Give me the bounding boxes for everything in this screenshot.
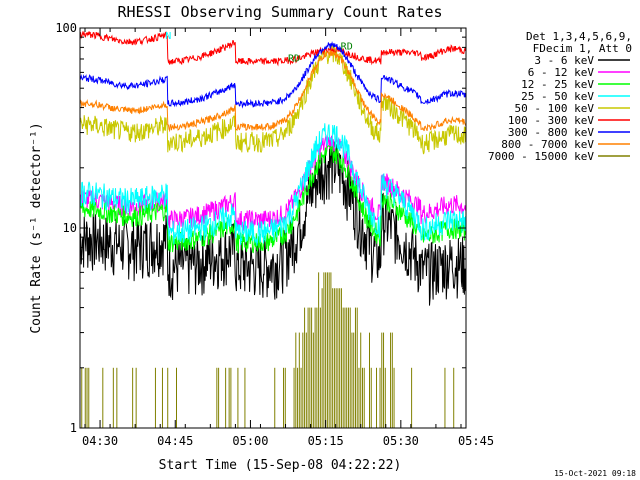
timestamp: 15-Oct-2021 09:18 [554, 469, 636, 478]
plot-area: N RD RD [79, 31, 467, 428]
series-12-25-kev [79, 144, 467, 254]
series-line [79, 139, 467, 306]
y-tick-label: 1 [70, 421, 77, 435]
annotation-label: RD [288, 53, 300, 64]
legend-label: 800 - 7000 keV [501, 138, 594, 151]
legend-label: 6 - 12 keV [528, 66, 595, 79]
series-line [79, 43, 467, 155]
series-7000-15000-kev [81, 272, 455, 428]
x-tick-label: 04:45 [157, 434, 193, 448]
legend-label: 7000 - 15000 keV [488, 150, 594, 163]
series-50-100-kev [79, 43, 467, 155]
x-axis: 04:30 04:45 05:00 05:15 05:30 05:45 [82, 28, 494, 448]
series-800-7000-kev [79, 50, 467, 133]
legend-label: 25 - 50 keV [521, 90, 594, 103]
legend-label: 300 - 800 keV [508, 126, 594, 139]
annotation-label: RD [341, 42, 353, 53]
x-tick-label: 05:30 [383, 434, 419, 448]
y-axis-label: Count Rate (s⁻¹ detector⁻¹) [29, 122, 44, 333]
y-tick-label: 10 [63, 221, 77, 235]
series-line [79, 31, 467, 67]
series-line [79, 40, 467, 109]
annotation-label: N [165, 31, 171, 42]
x-tick-label: 05:00 [232, 434, 268, 448]
legend-header: Det 1,3,4,5,6,9, [526, 30, 632, 43]
y-axis: 1 10 100 [55, 21, 466, 435]
legend-label: 100 - 300 keV [508, 114, 594, 127]
x-tick-label: 05:45 [458, 434, 494, 448]
x-tick-label: 05:15 [308, 434, 344, 448]
x-tick-label: 04:30 [82, 434, 118, 448]
legend-label: 12 - 25 keV [521, 78, 594, 91]
legend-label: 3 - 6 keV [534, 54, 594, 67]
series-100-300-kev [79, 31, 467, 67]
series-line [79, 123, 467, 246]
chart-title: RHESSI Observing Summary Count Rates [117, 3, 442, 21]
legend: Det 1,3,4,5,6,9,FDecim 1, Att 03 - 6 keV… [488, 30, 632, 163]
series-line [79, 50, 467, 133]
series-300-800-kev [79, 40, 467, 109]
legend-header: FDecim 1, Att 0 [533, 42, 632, 55]
series-3-6-kev [79, 139, 467, 306]
legend-label: 50 - 100 keV [515, 102, 595, 115]
y-tick-label: 100 [55, 21, 77, 35]
series-25-50-kev [79, 123, 467, 246]
x-axis-label: Start Time (15-Sep-08 04:22:22) [159, 458, 402, 473]
series-line [79, 144, 467, 254]
